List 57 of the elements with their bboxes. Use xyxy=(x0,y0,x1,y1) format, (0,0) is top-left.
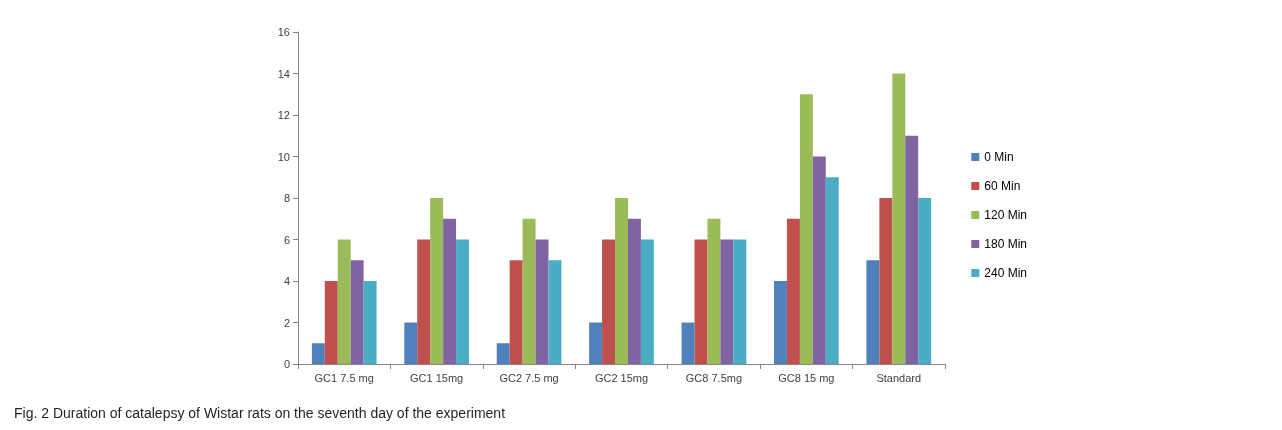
bar xyxy=(905,135,919,364)
bar xyxy=(350,260,364,364)
x-tick-label: Standard xyxy=(876,371,922,384)
y-tick-label: 6 xyxy=(283,233,290,246)
bar xyxy=(496,343,510,364)
x-tick-label: GC1 7.5 mg xyxy=(314,371,374,384)
bar xyxy=(522,218,536,364)
bar xyxy=(589,322,603,364)
bar xyxy=(866,260,880,364)
legend-label: 0 Min xyxy=(984,150,1014,164)
bar xyxy=(404,322,418,364)
bar xyxy=(879,198,893,364)
bar xyxy=(640,239,654,364)
y-tick-label: 0 xyxy=(283,358,290,370)
bar xyxy=(774,281,787,364)
bar xyxy=(363,281,377,364)
bar xyxy=(786,218,800,364)
bar xyxy=(799,94,813,364)
bar xyxy=(825,177,839,364)
bar xyxy=(324,281,338,364)
y-tick-label: 4 xyxy=(283,275,290,287)
bar xyxy=(443,218,457,364)
y-tick-label: 14 xyxy=(277,67,290,80)
bar xyxy=(694,239,708,364)
bar xyxy=(707,218,721,364)
x-tick-label: GC8 7.5mg xyxy=(685,371,743,384)
x-tick-label: GC8 15 mg xyxy=(778,371,835,384)
y-tick-label: 16 xyxy=(277,26,290,38)
bar xyxy=(548,260,562,364)
bar xyxy=(430,198,444,364)
bar xyxy=(627,218,641,364)
y-tick-label: 2 xyxy=(283,316,290,329)
legend-label: 120 Min xyxy=(984,208,1028,222)
bar xyxy=(456,239,469,364)
bar xyxy=(812,156,826,364)
bar xyxy=(337,239,351,364)
bar xyxy=(918,198,932,364)
legend-label: 60 Min xyxy=(984,179,1021,193)
bar xyxy=(681,322,695,364)
bar xyxy=(535,239,549,364)
caption: Fig. 2 Duration of catalepsy of Wistar rats on the seventh day of the experiment xyxy=(14,405,506,421)
bar xyxy=(509,260,523,364)
bar xyxy=(892,73,906,364)
x-tick-label: GC2 7.5 mg xyxy=(499,371,559,384)
y-tick-label: 12 xyxy=(277,109,290,121)
y-tick-label: 10 xyxy=(277,150,290,163)
y-tick-label: 8 xyxy=(283,192,290,204)
bar xyxy=(733,239,747,364)
bar xyxy=(720,239,734,364)
x-tick-label: GC1 15mg xyxy=(410,371,464,384)
legend-label: 180 Min xyxy=(984,237,1028,251)
bar xyxy=(311,343,325,364)
bar xyxy=(417,239,431,364)
legend-label: 240 Min xyxy=(984,266,1028,280)
bar xyxy=(602,239,616,364)
bar xyxy=(615,198,628,364)
x-tick-label: GC2 15mg xyxy=(594,371,649,384)
